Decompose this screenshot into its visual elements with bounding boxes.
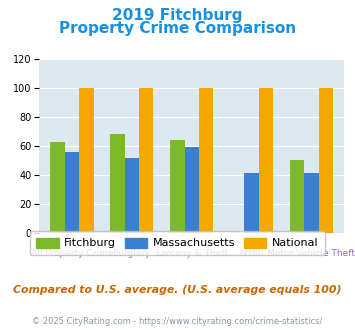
Text: 2019 Fitchburg: 2019 Fitchburg xyxy=(112,8,243,23)
Text: Arson: Arson xyxy=(239,249,264,258)
Text: Motor Vehicle Theft: Motor Vehicle Theft xyxy=(267,249,355,258)
Text: Burglary: Burglary xyxy=(113,249,151,258)
Bar xyxy=(304,174,318,233)
Bar xyxy=(79,88,93,233)
Text: © 2025 CityRating.com - https://www.cityrating.com/crime-statistics/: © 2025 CityRating.com - https://www.city… xyxy=(32,317,323,326)
Bar xyxy=(65,152,79,233)
Bar xyxy=(170,140,185,233)
Bar xyxy=(318,88,333,233)
Bar xyxy=(259,88,273,233)
Bar xyxy=(139,88,153,233)
Bar xyxy=(110,134,125,233)
Text: Compared to U.S. average. (U.S. average equals 100): Compared to U.S. average. (U.S. average … xyxy=(13,285,342,295)
Bar xyxy=(185,148,199,233)
Bar xyxy=(125,157,139,233)
Bar xyxy=(50,142,65,233)
Text: Larceny & Theft: Larceny & Theft xyxy=(155,249,228,258)
Text: All Property Crime: All Property Crime xyxy=(31,249,113,258)
Text: Property Crime Comparison: Property Crime Comparison xyxy=(59,21,296,36)
Bar xyxy=(199,88,213,233)
Bar xyxy=(244,174,259,233)
Bar xyxy=(290,160,304,233)
Legend: Fitchburg, Massachusetts, National: Fitchburg, Massachusetts, National xyxy=(30,231,325,255)
